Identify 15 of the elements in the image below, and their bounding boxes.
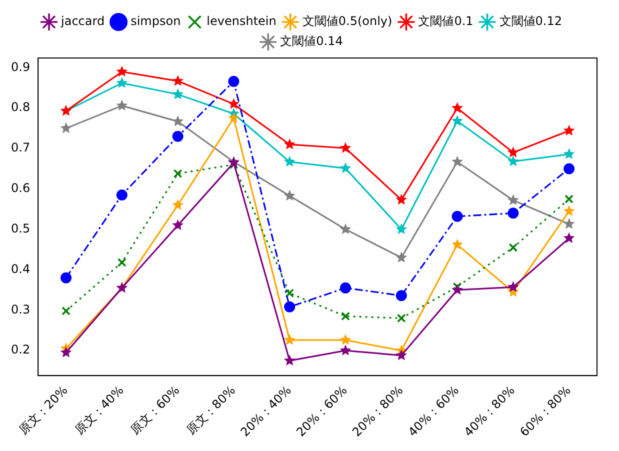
y-tick-label: 0.5 <box>10 221 30 236</box>
y-tick-label: 0.8 <box>10 100 30 114</box>
legend-label: levenshtein <box>206 14 276 28</box>
legend-label: jaccard <box>60 14 105 28</box>
legend-label: 文閾値0.5(only) <box>302 14 392 28</box>
y-tick-label: 0.4 <box>10 262 30 276</box>
y-tick-label: 0.6 <box>10 181 30 196</box>
y-tick-label: 0.7 <box>10 140 30 155</box>
y-tick-label: 0.3 <box>10 302 30 316</box>
legend-label: 文閾値0.12 <box>499 14 562 28</box>
legend-label: simpson <box>130 14 181 28</box>
legend-label: 文閾値0.14 <box>280 34 343 48</box>
y-tick-label: 0.9 <box>10 60 30 74</box>
y-tick-label: 0.2 <box>10 342 30 357</box>
legend-label: 文閾値0.1 <box>418 14 474 28</box>
